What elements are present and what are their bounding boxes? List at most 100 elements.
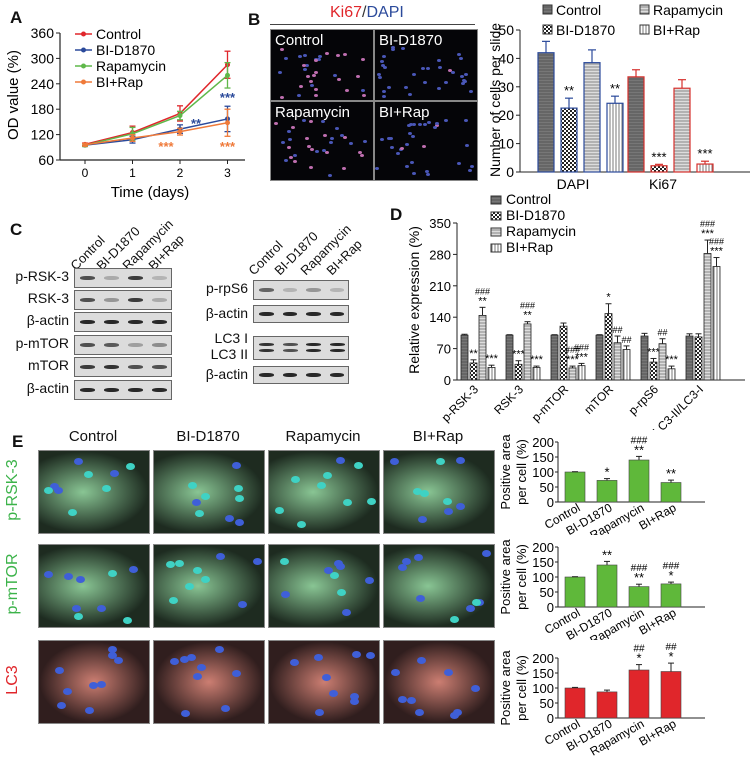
band: [80, 365, 95, 369]
series-bi-rap: [82, 108, 231, 148]
band: [80, 343, 95, 347]
y-tick-label: 150: [532, 666, 554, 681]
nucleus-dot: [315, 150, 320, 154]
bar: [596, 564, 618, 608]
nucleus-dot: [322, 148, 327, 152]
significance-marker: **: [634, 442, 644, 457]
nucleus: [336, 563, 346, 571]
blot--actin: [253, 305, 349, 323]
nucleus-dot: [463, 119, 468, 123]
nucleus-dot: [279, 95, 284, 99]
y-axis-label-line2: per cell (%): [514, 439, 529, 505]
nucleus: [200, 575, 210, 583]
nucleus: [323, 472, 333, 480]
nucleus-dot: [460, 82, 465, 86]
blot-label: β-actin: [26, 380, 69, 396]
band: [282, 343, 298, 346]
legend-swatch: [490, 211, 502, 221]
blot-label: RSK-3: [27, 290, 69, 306]
y-tick-label: 60: [38, 152, 54, 168]
data-point: [130, 135, 135, 141]
bar: [560, 107, 578, 173]
micrograph-e-lc3-bi-rap: [383, 640, 495, 724]
bar: [628, 459, 650, 503]
ki67-dapi-title: Ki67/DAPI: [330, 4, 404, 22]
x-tick-label: 0: [82, 166, 89, 180]
nucleus: [349, 693, 359, 701]
nucleus: [482, 550, 491, 558]
nucleus-dot: [329, 140, 334, 144]
nucleus-dot: [313, 87, 318, 91]
micrograph-e-lc3-control: [38, 640, 150, 724]
blot-p-rps6: [253, 280, 349, 300]
legend-label: BI-D1870: [506, 207, 565, 223]
nucleus: [406, 697, 416, 705]
bar: [712, 266, 721, 381]
nucleus-dot: [273, 121, 278, 125]
y-axis-label: Relative expression (%): [406, 226, 422, 374]
significance-marker: ##: [612, 325, 622, 335]
nucleus-dot: [456, 53, 461, 57]
nucleus-dot: [348, 141, 353, 145]
bar: [559, 325, 568, 381]
significance-marker: ***: [566, 354, 580, 366]
chart-e2-bar: Positive area per cell (%) 050100150200Con…: [498, 539, 705, 640]
nucleus: [233, 485, 243, 493]
bar: [627, 76, 645, 173]
x-tick-label: 1: [129, 166, 136, 180]
image-label: Control: [275, 32, 324, 49]
bar: [703, 253, 712, 381]
x-tick-label: DAPI: [557, 176, 590, 192]
significance-marker: ***: [530, 354, 544, 366]
nucleus: [126, 463, 136, 471]
band: [128, 388, 143, 392]
nucleus-dot: [383, 66, 388, 70]
band: [152, 365, 167, 369]
title-underline: [270, 24, 475, 25]
band: [329, 312, 344, 316]
band: [128, 365, 143, 369]
nucleus-dot: [390, 146, 395, 149]
band: [306, 312, 321, 316]
nucleus: [44, 486, 53, 494]
significance-marker: ***: [220, 139, 236, 154]
micrograph-e-p-mtor-control: [38, 544, 150, 628]
y-axis-label-line2: per cell (%): [514, 655, 529, 721]
nucleus: [170, 658, 180, 666]
nucleus: [96, 681, 106, 689]
nucleus-dot: [311, 73, 316, 77]
nucleus: [231, 669, 241, 677]
nucleus-dot: [309, 83, 314, 87]
legend-label: Control: [96, 26, 141, 42]
y-axis-label-line2: per cell (%): [514, 544, 529, 610]
bar: [667, 368, 676, 381]
nucleus-dot: [279, 48, 284, 52]
nucleus: [195, 509, 205, 517]
y-tick-label: 10: [498, 136, 514, 152]
y-tick-label: 100: [532, 465, 554, 480]
nucleus-dot: [410, 135, 415, 139]
chart-b-bar: Number of cells per slide 0 10 20 30 40 50 DAPI…: [487, 2, 750, 192]
nucleus-dot: [305, 75, 310, 79]
significance-marker: **: [602, 547, 612, 562]
blot-mtor: [74, 357, 172, 377]
significance-marker: ###: [709, 237, 724, 247]
y-tick-label: 50: [540, 480, 554, 495]
nucleus: [341, 609, 351, 617]
data-point: [225, 120, 230, 126]
y-tick-label: 210: [429, 279, 451, 294]
nucleus-dot: [345, 88, 350, 92]
bar: [583, 62, 601, 173]
significance-marker: *: [604, 465, 609, 480]
chart-e3-bar: Positive area per cell (%) 050100150200Con…: [498, 642, 705, 759]
significance-marker: ***: [220, 90, 236, 105]
band: [306, 373, 321, 377]
nucleus-dot: [409, 160, 414, 164]
significance-marker: ###: [663, 561, 680, 572]
nucleus: [109, 469, 119, 477]
legend-label: BI+Rap: [506, 239, 553, 255]
nucleus-dot: [377, 72, 382, 76]
nucleus-dot: [377, 76, 382, 80]
y-axis-label: Number of cells per slide: [487, 23, 503, 177]
nucleus-dot: [318, 54, 323, 58]
